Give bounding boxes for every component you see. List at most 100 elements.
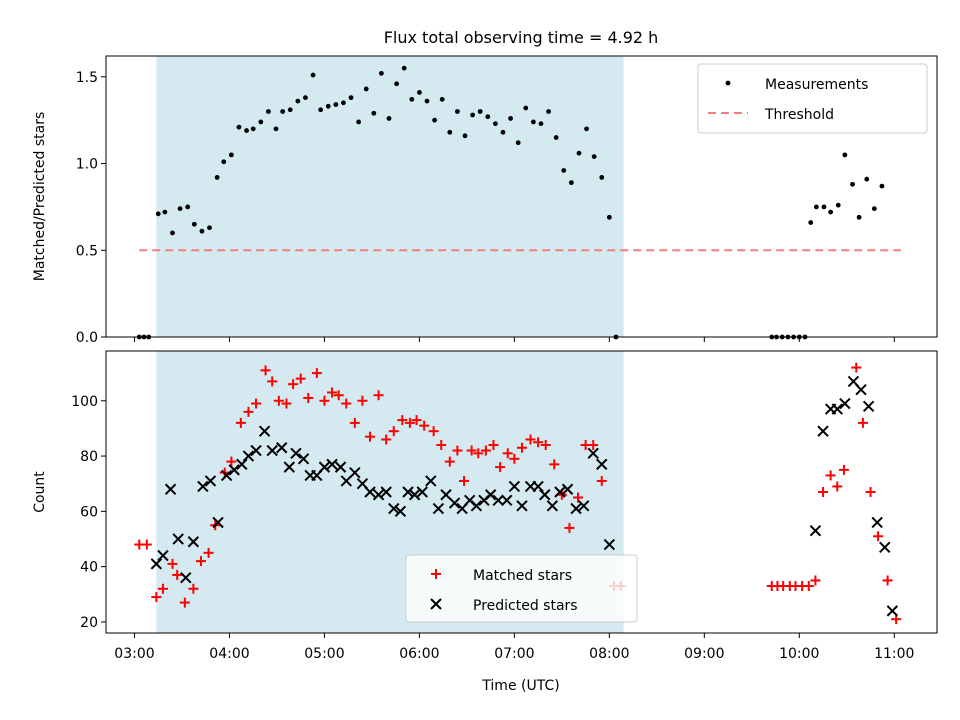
data-point (523, 105, 529, 111)
data-point (568, 180, 574, 186)
data-point (228, 152, 234, 158)
data-point (318, 107, 324, 113)
data-point (280, 109, 286, 114)
data-point (242, 450, 255, 462)
data-point (839, 397, 851, 410)
data-point (857, 417, 868, 428)
data-point (452, 445, 463, 456)
data-point (832, 481, 843, 492)
data-point (818, 487, 829, 497)
x-tick-label: 08:00 (589, 646, 629, 662)
data-point (508, 116, 513, 121)
data-point (226, 456, 237, 467)
data-point (417, 90, 422, 95)
data-point (588, 440, 599, 450)
data-point (480, 445, 491, 456)
data-point (596, 475, 607, 486)
data-point (164, 483, 177, 495)
data-point (424, 98, 430, 104)
data-point (882, 575, 893, 586)
data-point (281, 398, 292, 409)
data-point (221, 159, 227, 165)
data-point (599, 175, 605, 180)
data-point (244, 128, 249, 133)
x-tick-label: 09:00 (684, 646, 724, 662)
data-point (220, 469, 233, 482)
data-point (488, 440, 499, 450)
data-point (477, 109, 483, 114)
data-point (394, 505, 407, 518)
y-tick-label: 80 (80, 449, 98, 465)
data-point (828, 209, 834, 215)
data-point (326, 458, 338, 471)
y-tick-label: 60 (80, 504, 98, 520)
legend-label: Threshold (764, 107, 834, 123)
data-point (492, 121, 498, 127)
data-point (273, 126, 279, 132)
data-point (817, 425, 829, 437)
data-point (573, 492, 584, 503)
data-point (484, 489, 497, 501)
data-point (356, 119, 362, 125)
data-point (864, 176, 870, 182)
data-point (357, 395, 368, 406)
x-tick-label: 03:00 (114, 646, 154, 662)
data-point (419, 420, 430, 431)
data-point (879, 183, 885, 189)
data-point (297, 453, 310, 465)
data-point (532, 480, 544, 493)
data-point (439, 96, 445, 102)
y-tick-label: 0.5 (76, 243, 98, 259)
data-point (470, 112, 475, 118)
data-point (319, 395, 330, 406)
data-point (157, 583, 168, 594)
data-point (188, 583, 199, 594)
legend-label: Measurements (765, 77, 868, 93)
data-point (591, 154, 597, 160)
data-point (273, 395, 284, 406)
data-point (492, 494, 504, 507)
data-point (431, 569, 441, 579)
data-point (835, 202, 841, 208)
data-point (363, 86, 369, 92)
data-point (191, 221, 197, 227)
data-point (195, 556, 206, 567)
data-point (177, 206, 183, 212)
data-point (187, 536, 200, 548)
data-point (397, 415, 408, 426)
data-point (250, 444, 262, 457)
y-axis-label: Count (32, 471, 48, 513)
data-point (379, 70, 384, 76)
data-point (150, 558, 163, 570)
legend: Matched stars Predicted stars (405, 554, 638, 623)
data-point (500, 129, 506, 135)
count-panel: 20 40 60 80 100 03:00 04:00 05:00 06:00 07:00 08:… (32, 350, 938, 694)
x-axis-ticks: 03:00 04:00 05:00 06:00 07:00 08:00 09:00 10:00… (114, 633, 914, 662)
data-point (603, 538, 616, 551)
data-point (454, 109, 460, 114)
data-point (162, 209, 168, 215)
data-point (290, 447, 302, 460)
data-point (185, 204, 191, 210)
data-point (349, 417, 360, 428)
data-point (318, 461, 331, 473)
data-point (432, 117, 438, 123)
data-point (310, 72, 316, 78)
data-point (295, 373, 306, 384)
y-tick-label: 100 (71, 394, 98, 410)
data-point (348, 95, 354, 101)
x-tick-label: 10:00 (779, 646, 819, 662)
data-point (508, 480, 521, 493)
data-point (212, 516, 224, 529)
data-point (373, 390, 384, 401)
data-point (448, 497, 461, 509)
data-point (838, 464, 849, 475)
data-point (155, 211, 161, 217)
y-axis-ticks: 0.0 0.5 1.0 1.5 (76, 70, 106, 346)
data-point (546, 500, 559, 512)
data-point (436, 440, 447, 450)
data-point (199, 228, 205, 234)
data-point (409, 96, 415, 102)
data-point (576, 150, 582, 156)
